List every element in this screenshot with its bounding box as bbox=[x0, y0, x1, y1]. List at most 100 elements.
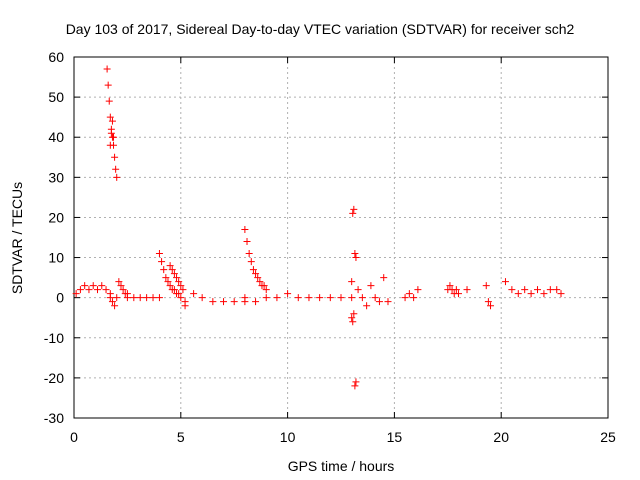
data-point bbox=[198, 294, 206, 302]
data-point bbox=[350, 310, 358, 318]
data-point bbox=[190, 290, 198, 298]
y-tick-label: 60 bbox=[48, 49, 64, 65]
data-point bbox=[262, 286, 270, 294]
data-point bbox=[350, 205, 358, 213]
data-point bbox=[454, 290, 462, 298]
data-point bbox=[358, 294, 366, 302]
data-point bbox=[107, 129, 115, 137]
y-tick-label: 50 bbox=[48, 89, 64, 105]
data-point bbox=[170, 270, 178, 278]
x-tick-label: 5 bbox=[177, 429, 185, 445]
data-point bbox=[348, 294, 356, 302]
data-point bbox=[375, 298, 383, 306]
data-point bbox=[181, 298, 189, 306]
data-point bbox=[354, 286, 362, 294]
data-point bbox=[273, 294, 281, 302]
data-point bbox=[110, 133, 118, 141]
x-tick-label: 15 bbox=[387, 429, 403, 445]
data-point bbox=[76, 286, 84, 294]
data-point bbox=[514, 290, 522, 298]
data-point bbox=[284, 290, 292, 298]
data-point bbox=[241, 225, 249, 233]
data-point bbox=[119, 286, 127, 294]
data-point bbox=[487, 302, 495, 310]
data-point bbox=[316, 294, 324, 302]
data-point bbox=[112, 165, 120, 173]
series-arc-g bbox=[181, 290, 249, 306]
x-tick-label: 10 bbox=[280, 429, 296, 445]
data-point bbox=[209, 298, 217, 306]
data-point bbox=[155, 294, 163, 302]
data-point bbox=[130, 294, 138, 302]
data-point bbox=[252, 270, 260, 278]
data-point bbox=[349, 318, 357, 326]
data-point bbox=[501, 278, 509, 286]
y-tick-label: 40 bbox=[48, 129, 64, 145]
plot-frame bbox=[73, 56, 609, 419]
y-tick-label: -30 bbox=[44, 410, 64, 426]
data-point bbox=[143, 294, 151, 302]
data-point bbox=[170, 286, 178, 294]
data-point bbox=[247, 258, 255, 266]
data-point bbox=[123, 294, 131, 302]
data-point bbox=[262, 294, 270, 302]
data-point bbox=[175, 290, 183, 298]
data-point bbox=[177, 294, 185, 302]
data-point bbox=[168, 266, 176, 274]
x-tick-label: 25 bbox=[600, 429, 616, 445]
data-point bbox=[252, 298, 260, 306]
series-arc-h bbox=[241, 225, 270, 294]
series-arc-n bbox=[444, 282, 471, 298]
data-point bbox=[410, 294, 418, 302]
data-point bbox=[446, 282, 454, 290]
data-point bbox=[115, 278, 123, 286]
data-point bbox=[305, 294, 313, 302]
data-point bbox=[249, 266, 257, 274]
data-point bbox=[164, 278, 172, 286]
series-arc-m bbox=[401, 286, 422, 302]
data-point bbox=[111, 153, 119, 161]
data-point bbox=[173, 274, 181, 282]
chart-title: Day 103 of 2017, Sidereal Day-to-day VTE… bbox=[66, 21, 575, 37]
data-point bbox=[260, 282, 268, 290]
data-point bbox=[371, 294, 379, 302]
data-point bbox=[136, 294, 144, 302]
data-point bbox=[93, 286, 101, 294]
data-point bbox=[243, 238, 251, 246]
data-point bbox=[179, 286, 187, 294]
series-arc-p bbox=[501, 278, 565, 298]
data-point bbox=[102, 286, 110, 294]
series-arc-k bbox=[348, 310, 360, 390]
data-point bbox=[553, 286, 561, 294]
series-arc-j bbox=[348, 205, 360, 286]
axis-ticks bbox=[73, 56, 609, 419]
data-point bbox=[245, 250, 253, 258]
data-point bbox=[349, 209, 357, 217]
series-arc-e bbox=[155, 250, 185, 302]
data-point bbox=[220, 298, 228, 306]
data-point bbox=[85, 286, 93, 294]
data-point bbox=[106, 141, 114, 149]
data-point bbox=[117, 282, 125, 290]
data-point bbox=[177, 282, 185, 290]
data-point bbox=[326, 294, 334, 302]
data-point bbox=[160, 266, 168, 274]
data-point bbox=[256, 278, 264, 286]
series-arc-b2 bbox=[106, 117, 118, 149]
y-tick-labels: -30 -20 -10 0 10 20 30 40 50 60 bbox=[44, 49, 64, 426]
data-point bbox=[352, 378, 360, 386]
data-point bbox=[363, 302, 371, 310]
data-point bbox=[482, 282, 490, 290]
data-point bbox=[108, 298, 116, 306]
data-point bbox=[484, 298, 492, 306]
data-point bbox=[72, 290, 80, 298]
data-point bbox=[158, 258, 166, 266]
data-point bbox=[241, 294, 249, 302]
data-point bbox=[508, 286, 516, 294]
data-point bbox=[452, 286, 460, 294]
data-point bbox=[463, 286, 471, 294]
data-point bbox=[384, 298, 392, 306]
series-arc-f bbox=[166, 262, 189, 310]
data-point bbox=[162, 274, 170, 282]
